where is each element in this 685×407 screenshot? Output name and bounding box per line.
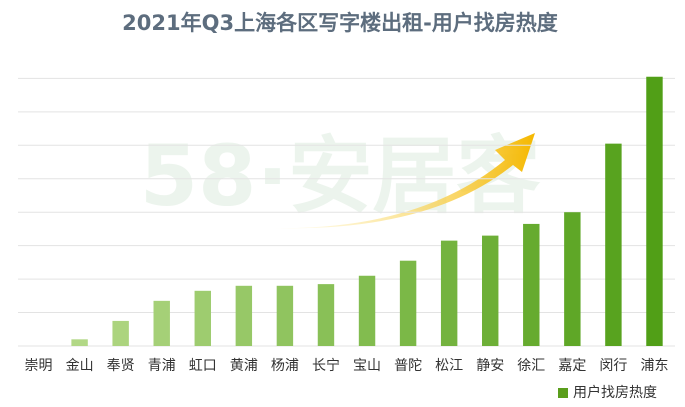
legend-label: 用户找房热度 xyxy=(573,384,657,401)
x-tick-label: 宝山 xyxy=(353,358,381,374)
bar xyxy=(646,76,663,346)
bar xyxy=(564,212,581,346)
x-tick-label: 长宁 xyxy=(312,357,340,374)
bar xyxy=(194,290,211,346)
bar xyxy=(440,240,458,346)
x-tick-label: 闵行 xyxy=(599,358,627,374)
bar xyxy=(112,320,129,346)
x-tick-label: 杨浦 xyxy=(271,358,299,374)
x-tick-label: 普陀 xyxy=(394,358,422,374)
bar xyxy=(605,143,622,346)
watermark: 58·安居客 xyxy=(140,127,541,225)
bar xyxy=(482,235,499,346)
bar xyxy=(153,300,170,346)
trend-arrow xyxy=(275,133,535,229)
bar xyxy=(276,285,294,346)
bar xyxy=(523,223,540,346)
x-tick-label: 虹口 xyxy=(189,358,217,374)
bar xyxy=(317,284,335,346)
x-tick-label: 静安 xyxy=(476,358,504,374)
x-tick-label: 徐汇 xyxy=(517,358,545,374)
x-tick-label: 青浦 xyxy=(148,358,176,374)
legend-swatch xyxy=(558,388,568,398)
bar xyxy=(399,260,417,346)
chart-title: 2021年Q3上海各区写字楼出租-用户找房热度 xyxy=(122,11,558,35)
x-tick-label: 松江 xyxy=(435,358,463,374)
x-tick-label: 嘉定 xyxy=(558,358,586,374)
x-tick-label: 奉贤 xyxy=(107,358,135,374)
bar xyxy=(358,275,376,346)
bar xyxy=(71,339,88,346)
x-tick-label: 崇明 xyxy=(25,358,53,374)
x-tick-label: 浦东 xyxy=(640,358,668,374)
bar xyxy=(235,285,253,346)
x-tick-label: 金山 xyxy=(66,358,94,374)
x-tick-label: 黄浦 xyxy=(230,357,258,374)
